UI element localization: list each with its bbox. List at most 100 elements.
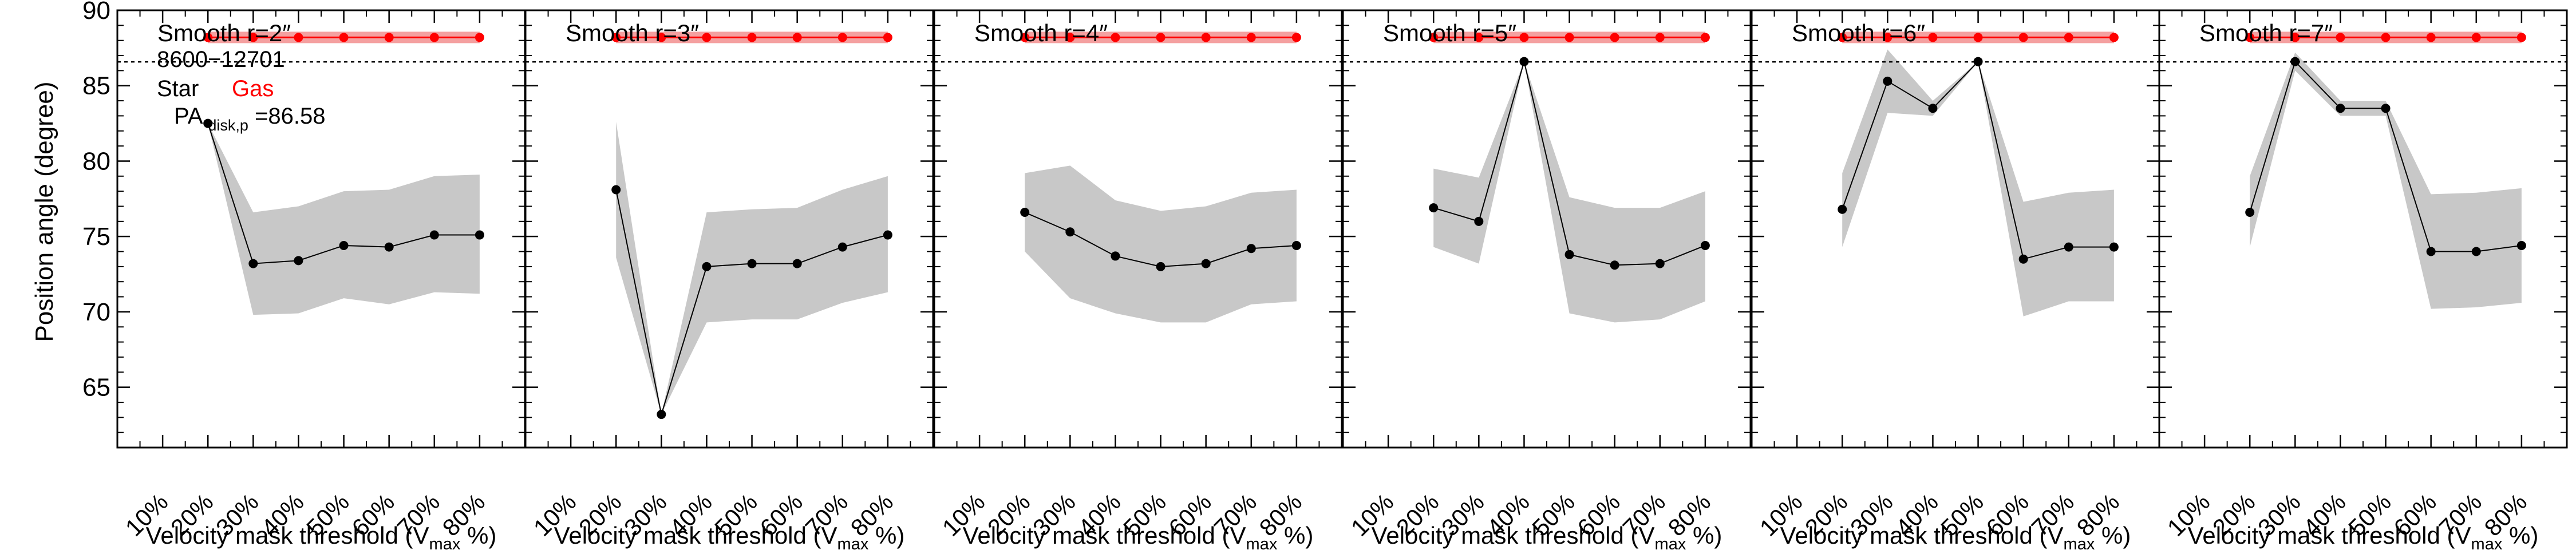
gas-data-point xyxy=(1246,33,1256,42)
y-tick-label: 75 xyxy=(82,223,110,251)
star-data-point xyxy=(883,230,892,240)
y-axis-label: Position angle (degree) xyxy=(30,82,58,342)
gas-data-point xyxy=(1973,33,1983,42)
star-data-point xyxy=(1291,240,1301,250)
star-data-point xyxy=(1883,76,1893,86)
star-data-point xyxy=(2471,247,2481,256)
star-data-point xyxy=(657,410,666,420)
star-data-point xyxy=(1655,259,1665,268)
star-data-point xyxy=(339,240,349,250)
star-data-point xyxy=(792,259,802,268)
gas-data-point xyxy=(792,33,802,42)
gas-data-point xyxy=(2018,33,2028,42)
star-data-point xyxy=(1474,216,1484,226)
star-uncertainty-band xyxy=(1025,165,1297,323)
gas-data-point xyxy=(2471,33,2481,42)
star-data-point xyxy=(1020,208,1030,217)
star-data-point xyxy=(747,259,757,268)
star-data-point xyxy=(475,230,484,240)
gas-data-point xyxy=(1429,33,1439,42)
star-data-point xyxy=(203,118,213,128)
x-axis-label: Velocity mask threshold (Vmax %) xyxy=(554,522,905,553)
chart-panel-3: 10%20%30%40%50%60%70%80%Smooth r=4″Veloc… xyxy=(933,9,1343,553)
gas-data-point xyxy=(1928,33,1938,42)
pa-label-sub: disk,p xyxy=(208,117,248,134)
gas-data-point xyxy=(657,33,666,42)
star-data-point xyxy=(1065,227,1075,237)
star-data-point xyxy=(2245,208,2255,217)
star-data-point xyxy=(1700,240,1710,250)
star-data-point xyxy=(2109,242,2119,252)
x-axis-label: Velocity mask threshold (Vmax %) xyxy=(1780,522,2131,553)
panel-title: Smooth r=6″ xyxy=(1792,19,1925,46)
star-data-point xyxy=(1201,259,1211,268)
star-data-point xyxy=(1246,244,1256,254)
star-data-point xyxy=(1973,57,1983,66)
gas-data-point xyxy=(837,33,847,42)
x-axis-label: Velocity mask threshold (Vmax %) xyxy=(1372,522,1722,553)
star-data-point xyxy=(2290,57,2300,66)
star-data-point xyxy=(248,259,258,268)
star-data-point xyxy=(1928,104,1938,113)
star-data-point xyxy=(702,262,712,271)
gas-data-point xyxy=(1291,33,1301,42)
gas-data-point xyxy=(1519,33,1529,42)
star-data-point xyxy=(294,256,303,266)
star-data-point xyxy=(2381,104,2391,113)
star-data-point xyxy=(2336,104,2345,113)
chart-panel-5: 10%20%30%40%50%60%70%80%Smooth r=6″Veloc… xyxy=(1751,9,2160,553)
galaxy-id: 8600−12701 xyxy=(157,47,285,72)
y-tick-label: 90 xyxy=(82,0,110,25)
star-uncertainty-band xyxy=(2250,52,2522,309)
star-uncertainty-band xyxy=(208,123,480,315)
gas-data-point xyxy=(1201,33,1211,42)
gas-data-point xyxy=(2064,33,2073,42)
star-data-point xyxy=(429,230,439,240)
gas-data-point xyxy=(1883,33,1893,42)
chart-panel-4: 10%20%30%40%50%60%70%80%Smooth r=5″Veloc… xyxy=(1342,9,1752,553)
gas-data-point xyxy=(883,33,892,42)
star-data-point xyxy=(1838,204,1847,214)
pa-label-main: PA xyxy=(174,104,203,129)
chart-panel-2: 10%20%30%40%50%60%70%80%Smooth r=3″Veloc… xyxy=(524,9,934,553)
gas-data-point xyxy=(429,33,439,42)
panel-title: Smooth r=3″ xyxy=(566,19,699,46)
star-data-point xyxy=(1610,260,1619,270)
gas-data-point xyxy=(1564,33,1574,42)
gas-data-point xyxy=(1111,33,1120,42)
panel-title: Smooth r=5″ xyxy=(1383,19,1516,46)
star-data-point xyxy=(1156,262,1165,271)
gas-data-point xyxy=(2516,33,2526,42)
gas-data-point xyxy=(2426,33,2436,42)
legend-gas: Gas xyxy=(232,76,274,101)
y-tick-label: 70 xyxy=(82,298,110,326)
star-data-point xyxy=(1111,251,1120,261)
gas-data-point xyxy=(248,33,258,42)
panel-title: Smooth r=2″ xyxy=(157,19,291,46)
star-data-point xyxy=(2018,254,2028,264)
gas-data-point xyxy=(384,33,394,42)
gas-data-point xyxy=(294,33,303,42)
chart-panel-1: 10%20%30%40%50%60%70%80%657075808590Smoo… xyxy=(82,0,526,553)
panel-title: Smooth r=7″ xyxy=(2199,19,2333,46)
panel-title: Smooth r=4″ xyxy=(974,19,1108,46)
pa-label-value: =86.58 xyxy=(255,104,325,129)
gas-data-point xyxy=(702,33,712,42)
x-axis-label: Velocity mask threshold (Vmax %) xyxy=(2188,522,2539,553)
y-tick-label: 85 xyxy=(82,72,110,100)
gas-data-point xyxy=(1655,33,1665,42)
star-data-point xyxy=(2426,247,2436,256)
gas-data-point xyxy=(339,33,349,42)
gas-data-point xyxy=(2245,33,2255,42)
gas-data-point xyxy=(1065,33,1075,42)
gas-data-point xyxy=(1156,33,1165,42)
star-data-point xyxy=(1564,250,1574,259)
gas-data-point xyxy=(1474,33,1484,42)
star-data-point xyxy=(611,185,621,195)
gas-data-point xyxy=(1020,33,1030,42)
star-data-point xyxy=(2064,242,2073,252)
star-data-point xyxy=(384,242,394,252)
gas-data-point xyxy=(2290,33,2300,42)
star-data-point xyxy=(2516,240,2526,250)
